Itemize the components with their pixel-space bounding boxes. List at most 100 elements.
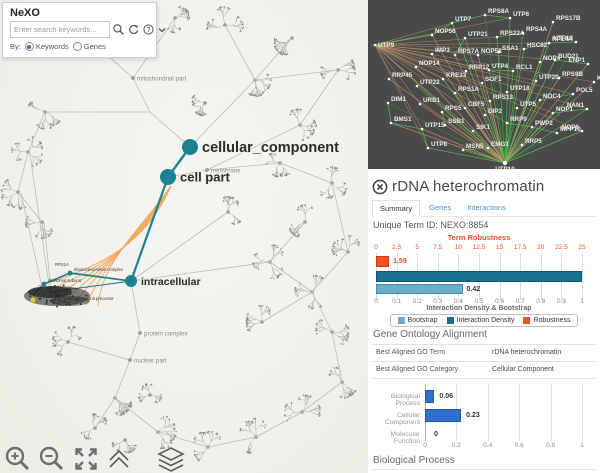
- gene-label[interactable]: CBF5: [468, 101, 485, 108]
- gene-node[interactable]: UTP20: [534, 74, 559, 83]
- gene-label[interactable]: SIK1: [476, 124, 490, 131]
- term-node[interactable]: [131, 76, 135, 80]
- gene-node[interactable]: CBF5: [463, 101, 485, 110]
- refresh-icon[interactable]: [127, 23, 140, 36]
- zoom-out-icon[interactable]: [38, 445, 66, 473]
- cluster-term-label[interactable]: RPS1A: [55, 262, 69, 267]
- gene-node[interactable]: POL5: [571, 87, 593, 96]
- gene-node[interactable]: UTP15: [420, 122, 445, 131]
- gene-label[interactable]: RRP5: [525, 138, 542, 145]
- gene-node[interactable]: UTP22: [415, 79, 440, 88]
- tab-summary[interactable]: Summary: [372, 200, 421, 217]
- gene-label[interactable]: UTP8: [431, 141, 448, 148]
- gene-node[interactable]: RPS7A: [453, 48, 480, 57]
- gene-label[interactable]: NOP58: [481, 48, 502, 55]
- gene-node[interactable]: SIK1: [471, 124, 491, 133]
- gene-node[interactable]: UTP6: [508, 11, 530, 20]
- gene-node[interactable]: RRP45: [387, 72, 413, 81]
- gene-node[interactable]: URB1: [418, 97, 441, 106]
- close-icon[interactable]: [372, 179, 388, 195]
- gene-node[interactable]: SSB1: [443, 118, 465, 127]
- gene-label[interactable]: RPS4A: [526, 26, 547, 33]
- gene-node[interactable]: NOP6: [562, 124, 584, 133]
- gene-label[interactable]: POL5: [576, 87, 593, 94]
- gene-label[interactable]: RPS22A: [500, 30, 525, 37]
- gene-node[interactable]: RPS1A: [453, 86, 480, 95]
- term-label[interactable]: membrane: [211, 168, 241, 175]
- cluster-term-label[interactable]: ribosomal subunit precursor: [62, 296, 114, 301]
- gene-node[interactable]: KRE33: [441, 72, 467, 81]
- term-label-major[interactable]: cell part: [179, 168, 232, 186]
- gene-node[interactable]: ENP1: [569, 57, 590, 66]
- gene-label[interactable]: ENP1: [569, 57, 586, 64]
- gene-node[interactable]: RPS8A: [483, 8, 510, 17]
- bar-biological-process[interactable]: [425, 390, 435, 403]
- gene-node[interactable]: NOP14: [414, 60, 440, 69]
- gene-label[interactable]: NOC4: [543, 93, 561, 100]
- radio-genes-icon[interactable]: [72, 42, 82, 51]
- gene-label[interactable]: UTP15: [425, 122, 445, 129]
- gene-node[interactable]: RRP12: [464, 64, 490, 73]
- gene-label[interactable]: NOP14: [419, 60, 440, 67]
- gene-label[interactable]: HSC82: [527, 42, 548, 49]
- gene-label[interactable]: NOP1: [556, 106, 574, 113]
- term-label-major[interactable]: cellular_component: [201, 139, 341, 158]
- gene-node[interactable]: DIM1: [386, 96, 407, 105]
- gene-label[interactable]: RPS7A: [458, 48, 479, 55]
- fit-to-screen-icon[interactable]: [72, 445, 100, 473]
- gene-node[interactable]: RPS17B: [551, 15, 581, 24]
- gene-node[interactable]: RPS13: [488, 94, 514, 103]
- gene-node[interactable]: UTP8: [426, 141, 448, 150]
- gene-label[interactable]: UTP5: [520, 101, 537, 108]
- gene-node[interactable]: MPP10: [555, 126, 581, 135]
- gene-node[interactable]: UTP13: [553, 35, 578, 44]
- chevron-down-icon[interactable]: [157, 25, 167, 35]
- cluster-term-label[interactable]: ribosomal subunit: [48, 278, 82, 283]
- gene-node[interactable]: UTP10: [495, 160, 515, 169]
- gene-node[interactable]: EMG1: [486, 141, 510, 150]
- gene-label[interactable]: KRE33: [446, 72, 467, 79]
- gene-node[interactable]: HSC82: [522, 42, 548, 51]
- gene-label[interactable]: MPP10: [560, 126, 581, 133]
- gene-label[interactable]: DIM1: [391, 96, 407, 103]
- gene-node[interactable]: NAN1: [567, 102, 589, 111]
- gene-node[interactable]: RPS4A: [521, 26, 548, 35]
- ontology-graph-canvas[interactable]: ribonucleoprotein complex RPS1A ribosomal …: [0, 0, 368, 473]
- gene-label[interactable]: RPS5: [445, 105, 462, 112]
- gene-node[interactable]: RRP9: [505, 116, 528, 125]
- term-label[interactable]: nuclear part: [134, 358, 167, 365]
- gene-node[interactable]: RPS22A: [495, 30, 525, 39]
- search-input[interactable]: [10, 21, 110, 38]
- gene-label[interactable]: EMG1: [491, 141, 509, 148]
- tab-interactions[interactable]: Interactions: [467, 203, 506, 212]
- dense-term-cluster[interactable]: ribonucleoprotein complex RPS1A ribosomal …: [24, 262, 124, 308]
- radio-keywords-icon[interactable]: [24, 42, 34, 51]
- gene-node[interactable]: RPS5: [440, 105, 462, 114]
- term-node[interactable]: [128, 358, 132, 362]
- gene-node[interactable]: UTP4: [487, 63, 509, 72]
- bar-cellular-component[interactable]: [425, 409, 462, 422]
- gene-label[interactable]: PWP2: [535, 120, 553, 127]
- ontology-graph[interactable]: ribonucleoprotein complex RPS1A ribosomal …: [0, 0, 368, 473]
- gene-node[interactable]: SOF1: [480, 76, 502, 85]
- gene-label[interactable]: NAN1: [567, 102, 585, 109]
- tab-genes[interactable]: Genes: [429, 203, 452, 212]
- gene-node[interactable]: RPS9B: [557, 71, 584, 80]
- gene-node[interactable]: KRR1: [592, 75, 600, 84]
- gene-node[interactable]: NOC4: [538, 93, 561, 102]
- gene-label[interactable]: RRP45: [392, 72, 413, 79]
- cluster-term-label[interactable]: ribonucleoprotein complex: [74, 267, 124, 272]
- layers-icon[interactable]: [156, 444, 186, 473]
- gene-label[interactable]: RPS1A: [458, 86, 479, 93]
- gene-node[interactable]: UTP9: [373, 42, 395, 49]
- legend-item[interactable]: Interaction Density: [446, 317, 514, 324]
- legend-item[interactable]: Bootstrap: [397, 317, 438, 324]
- gene-label[interactable]: UTP4: [492, 63, 509, 70]
- gene-label[interactable]: UTP20: [539, 74, 559, 81]
- term-node-major[interactable]: [125, 275, 137, 287]
- gene-label[interactable]: NOP4: [543, 55, 561, 62]
- gene-node[interactable]: IMP3: [430, 47, 450, 56]
- gene-label[interactable]: UTP6: [513, 11, 530, 18]
- gene-label[interactable]: RPS9B: [562, 71, 583, 78]
